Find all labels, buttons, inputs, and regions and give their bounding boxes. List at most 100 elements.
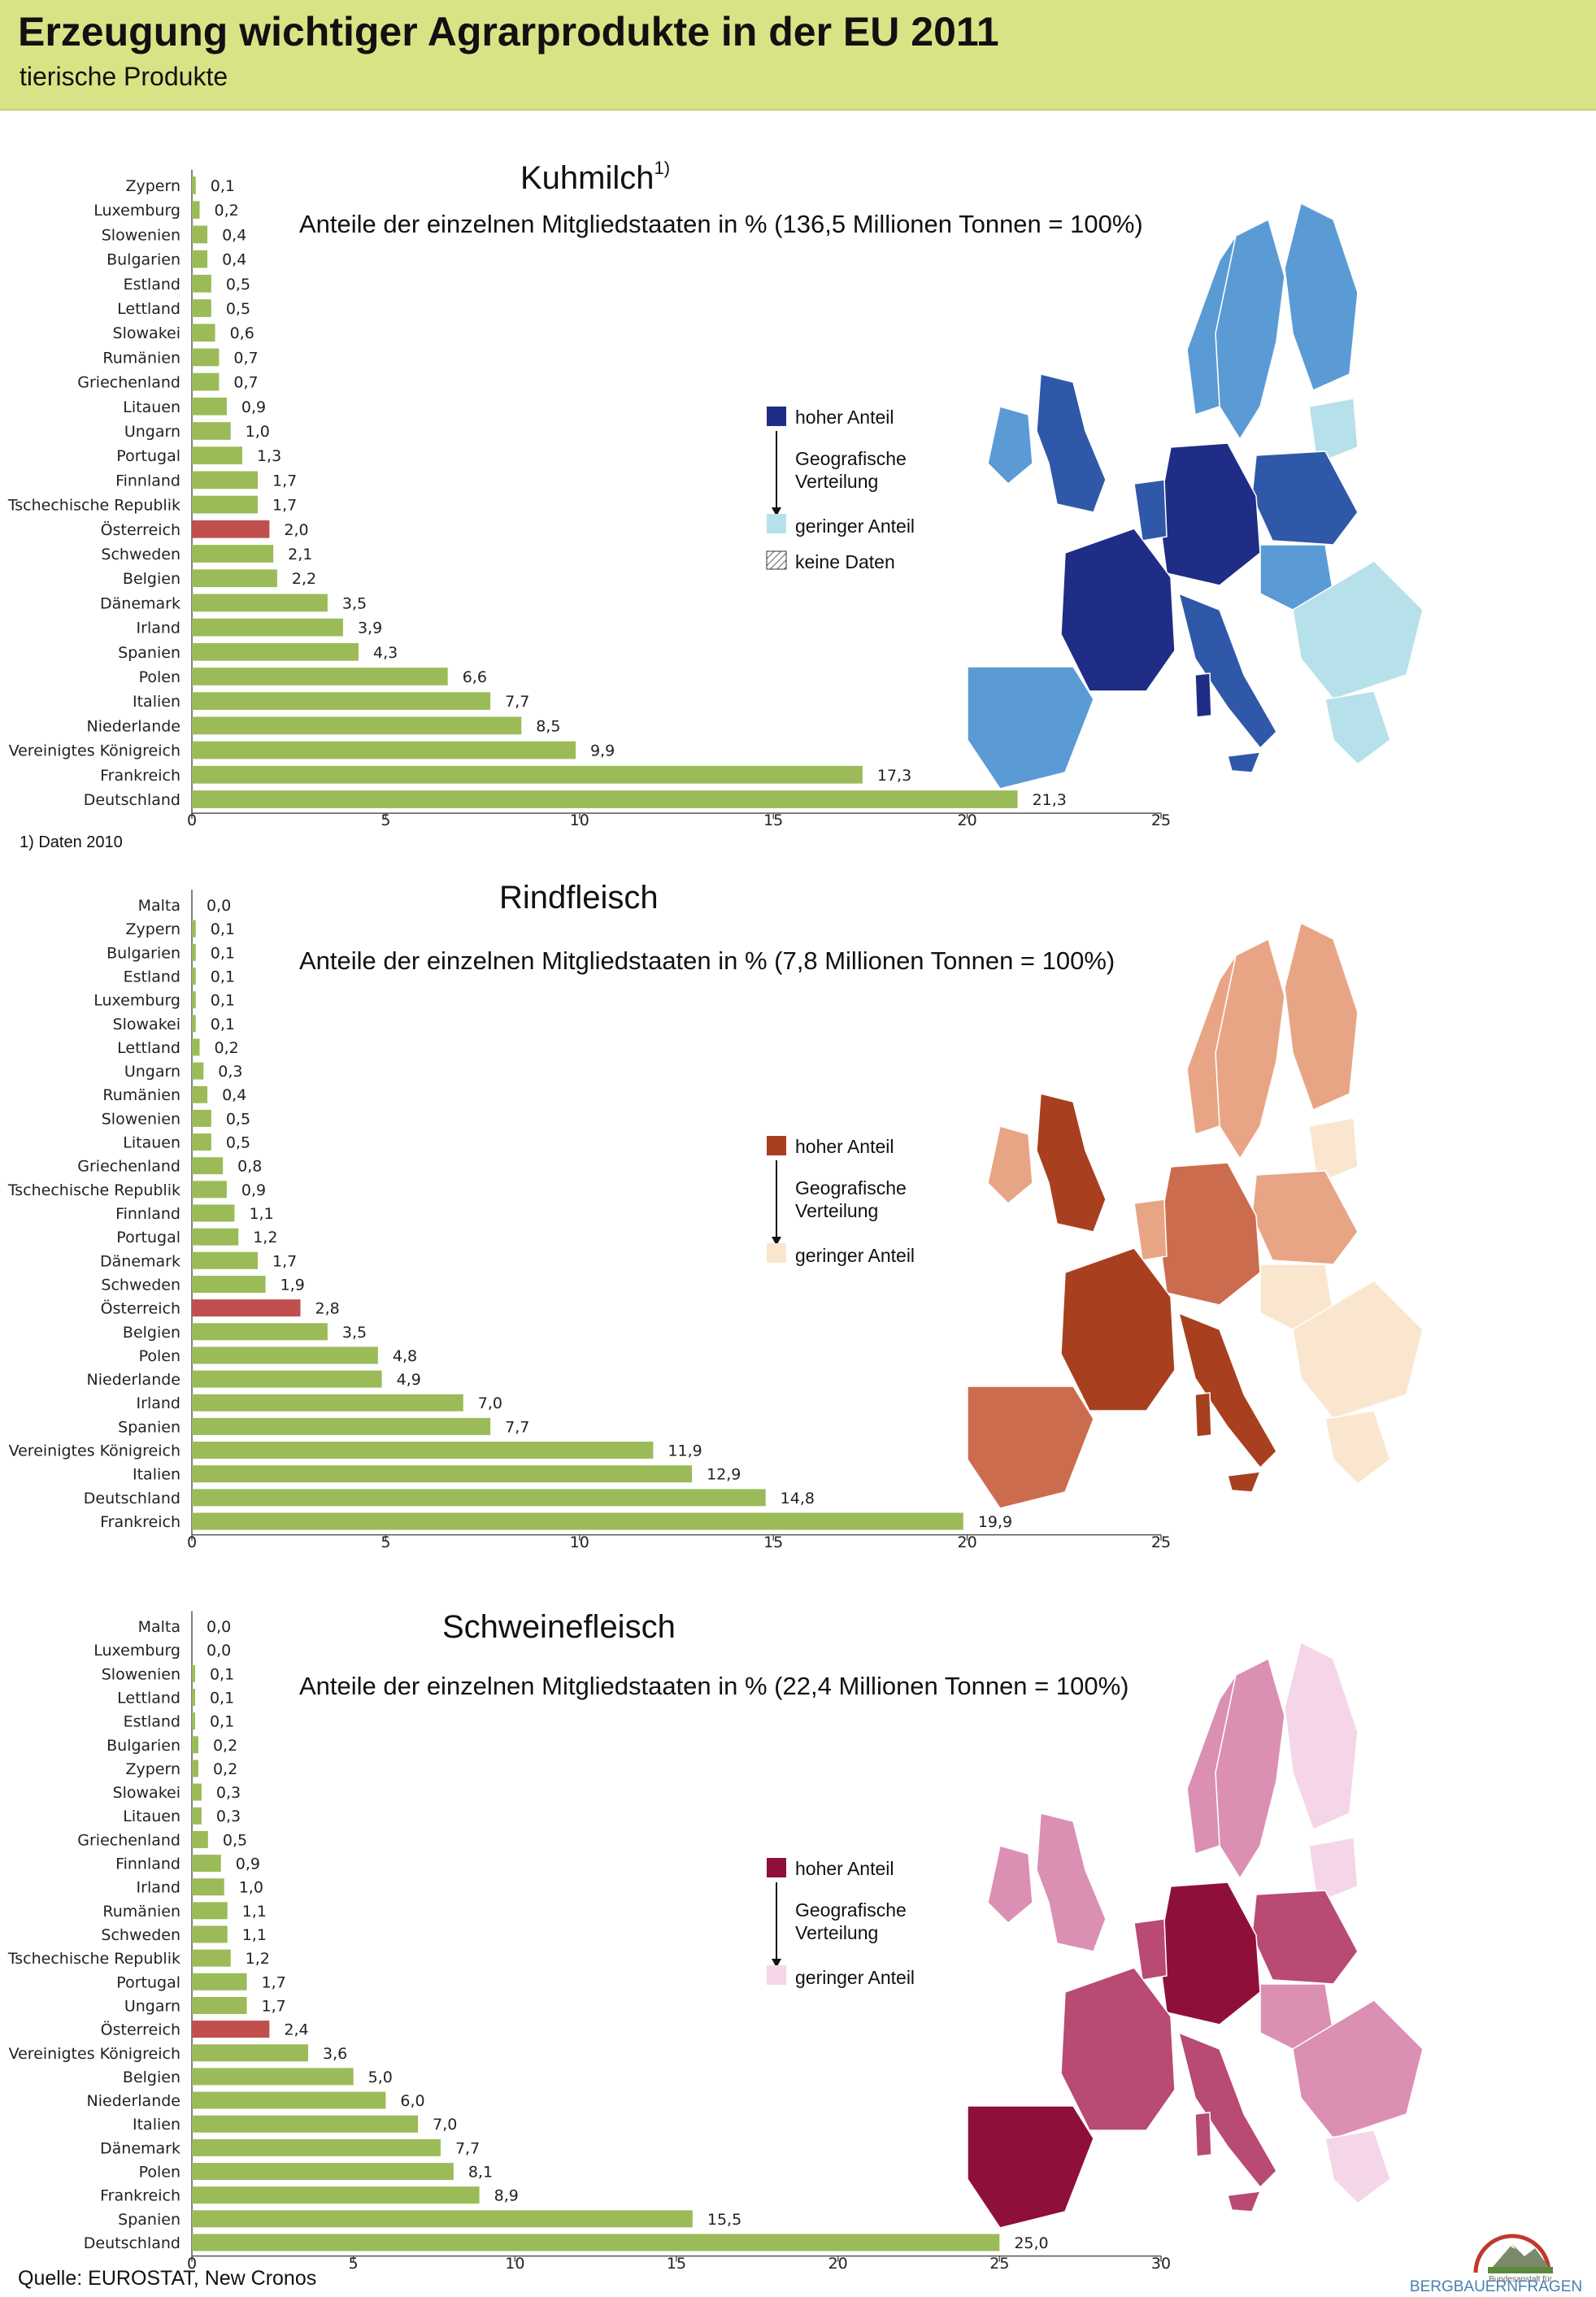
category-label: Frankreich (100, 767, 180, 785)
bar (192, 1394, 463, 1412)
source-note: Quelle: EUROSTAT, New Cronos (18, 2267, 317, 2290)
map-region-baltics (1308, 398, 1359, 465)
category-label: Schweden (101, 1926, 180, 1944)
data-label: 21,3 (1033, 791, 1067, 809)
legend-arrow-icon (772, 1959, 781, 1968)
category-label: Schweden (101, 1276, 180, 1294)
data-label: 7,7 (505, 1418, 529, 1436)
data-label: 6,0 (400, 2092, 424, 2110)
map-region-iberia (967, 2105, 1094, 2229)
bar (192, 1085, 208, 1103)
x-tick-label: 5 (349, 2255, 359, 2273)
category-label: Belgien (123, 570, 180, 588)
category-label: Finnland (115, 1205, 180, 1223)
category-label: Polen (139, 1347, 180, 1365)
legend-swatch-low (767, 514, 786, 533)
bar (192, 1878, 224, 1896)
data-label: 4,8 (393, 1347, 417, 1365)
panel-subtitle-schweinefleisch: Anteile der einzelnen Mitgliedstaaten in… (299, 1672, 1129, 1700)
category-label: Italien (133, 693, 180, 711)
bar (192, 372, 220, 391)
category-label: Lettland (117, 300, 180, 318)
bar (192, 225, 208, 244)
data-label: 3,6 (323, 2045, 347, 2063)
map-region-poland (1251, 1890, 1359, 1985)
bergbauernfragen-logo: Bundesanstalt für BERGBAUERNFRAGEN (1410, 2234, 1582, 2293)
map-region-italy (1177, 2031, 1277, 2189)
bar (192, 1783, 202, 1801)
data-label: 11,9 (668, 1442, 702, 1460)
bar (192, 2234, 1000, 2251)
data-label: 0,3 (216, 1784, 241, 1802)
map-region-germany (1158, 442, 1261, 586)
bar (192, 1830, 208, 1848)
bar (192, 1712, 195, 1730)
map-region-sicily (1227, 2190, 1262, 2212)
map-region-scandinavia-sweden (1215, 1657, 1285, 1880)
data-label: 0,9 (236, 1855, 260, 1873)
data-label: 2,2 (292, 570, 316, 588)
bar (192, 1062, 204, 1080)
map-region-sardinia (1194, 672, 1212, 718)
category-label: Estland (124, 276, 180, 294)
category-label: Österreich (101, 520, 180, 539)
data-label: 0,4 (222, 226, 246, 244)
category-label: Belgien (123, 1324, 180, 1342)
bar (192, 1157, 224, 1175)
legend-geo-line1: Geografische (795, 1899, 907, 1921)
map-region-finland (1284, 921, 1359, 1112)
bar (192, 2091, 386, 2109)
bar (192, 741, 576, 759)
category-label: Irland (137, 1879, 180, 1897)
legend-geo-line2: Verteilung (795, 1200, 878, 1221)
data-label: 25,0 (1014, 2234, 1048, 2252)
category-label: Italien (133, 2116, 180, 2134)
category-label: Lettland (117, 1039, 180, 1057)
x-tick-label: 5 (381, 811, 390, 829)
footnote: 1) Daten 2010 (20, 833, 123, 851)
data-label: 7,7 (455, 2139, 480, 2157)
legend-geo-line1: Geografische (795, 448, 907, 469)
bar (192, 2210, 693, 2228)
data-label: 2,4 (284, 2021, 308, 2039)
category-label: Deutschland (84, 1490, 180, 1507)
bar (192, 1442, 654, 1460)
legend-geo-line1: Geografische (795, 1177, 907, 1199)
x-tick-label: 10 (570, 1534, 589, 1551)
data-label: 0,9 (241, 1181, 266, 1199)
bar (192, 422, 231, 440)
category-label: Italien (133, 1466, 180, 1484)
category-label: Bulgarien (107, 944, 180, 962)
bar (192, 1015, 196, 1033)
map-region-sicily (1227, 751, 1262, 773)
panel-subtitle-rindfleisch: Anteile der einzelnen Mitgliedstaaten in… (299, 946, 1115, 975)
map-region-balkans (1292, 1280, 1424, 1420)
panel-title-rindfleisch: Rindfleisch (499, 880, 659, 916)
data-label: 0,8 (237, 1158, 262, 1176)
category-label: Polen (139, 2164, 180, 2182)
category-label: Zypern (125, 920, 180, 938)
map-region-benelux (1133, 479, 1168, 542)
map-region-poland (1251, 1170, 1359, 1265)
map-region-greece (1324, 1410, 1391, 1485)
category-label: Portugal (116, 447, 180, 465)
data-label: 0,5 (226, 276, 250, 294)
map-region-sardinia (1194, 2112, 1212, 2157)
x-tick-label: 15 (667, 2255, 686, 2273)
data-label: 0,7 (233, 349, 258, 367)
bar (192, 692, 491, 711)
map-region-baltics (1308, 1117, 1359, 1185)
data-label: 12,9 (707, 1466, 741, 1484)
bar (192, 1664, 195, 1682)
bar (192, 2115, 419, 2133)
bar (192, 1275, 266, 1293)
bar (192, 943, 196, 961)
category-label: Bulgarien (107, 1737, 180, 1755)
category-label: Lettland (117, 1689, 180, 1707)
data-label: 0,1 (211, 1016, 235, 1033)
data-label: 1,1 (242, 1903, 267, 1921)
bar (192, 299, 211, 317)
data-label: 0,1 (211, 992, 235, 1010)
category-label: Slowakei (113, 324, 180, 342)
